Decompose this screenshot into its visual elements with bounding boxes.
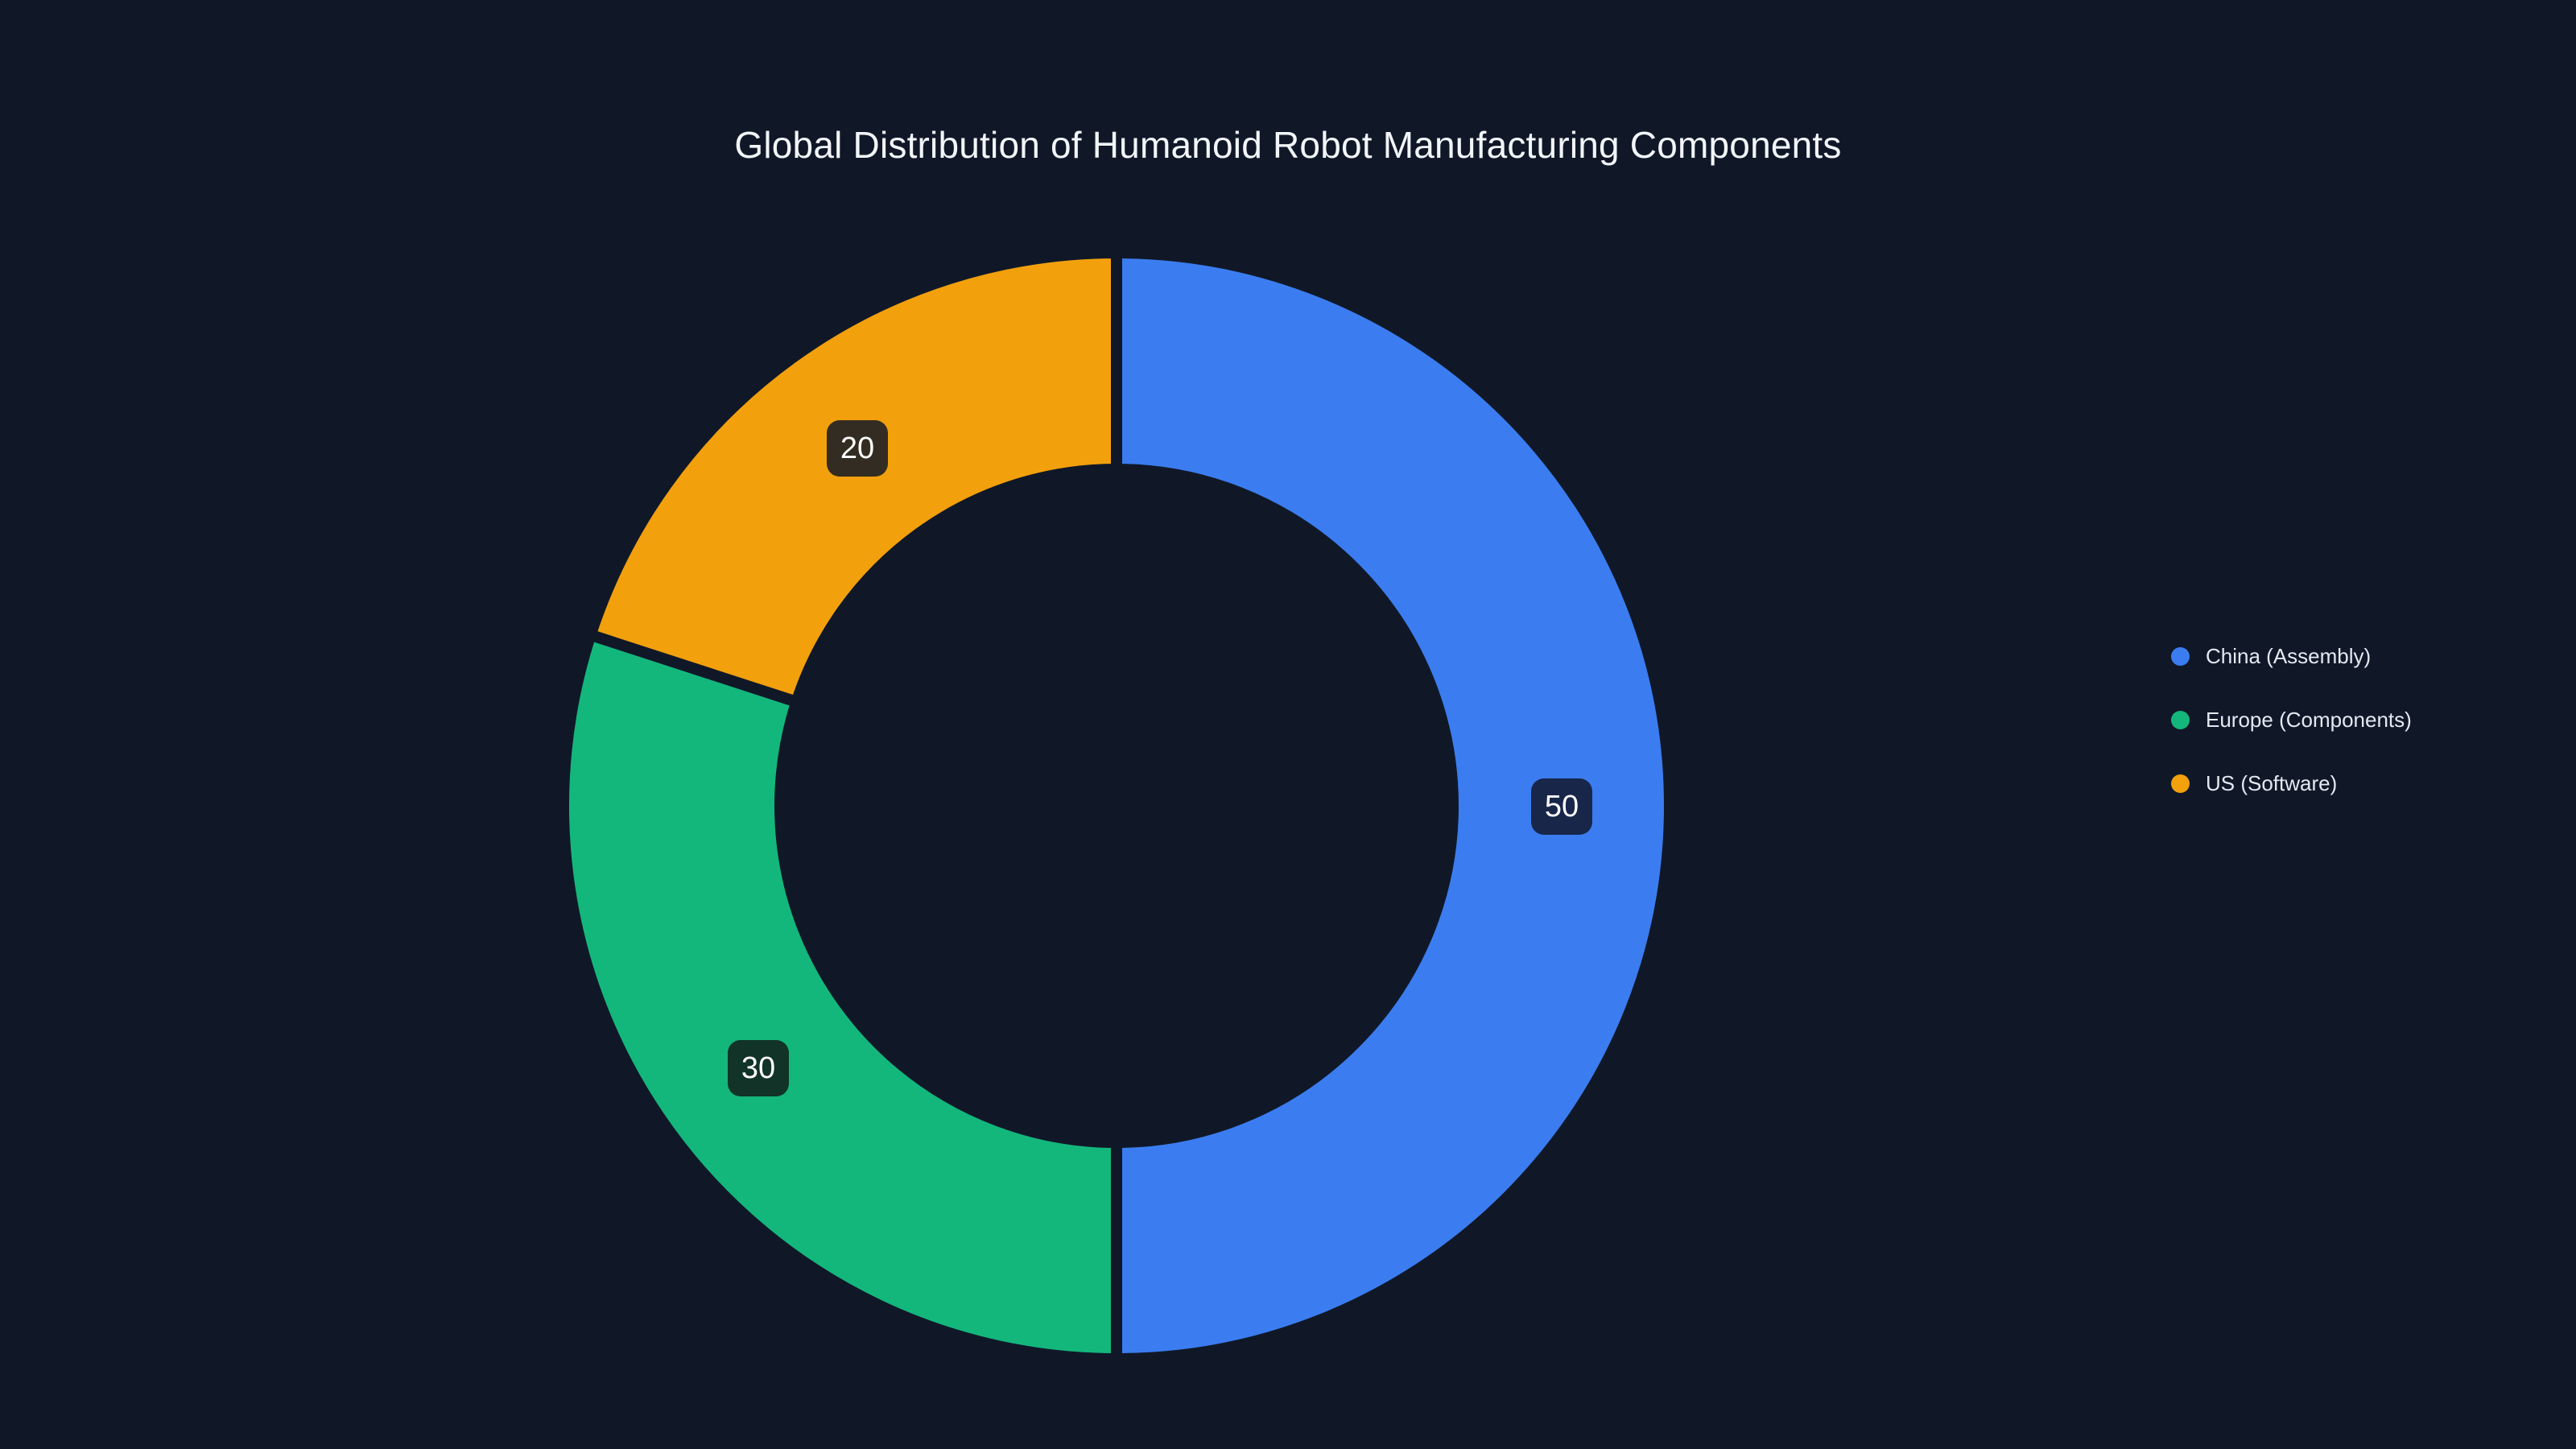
donut-slice[interactable] bbox=[1111, 247, 1675, 1364]
legend-swatch-icon-europe-components bbox=[2171, 710, 2190, 729]
legend-item-europe-components[interactable]: Europe (Components) bbox=[2171, 708, 2412, 732]
legend-item-us-software[interactable]: US (Software) bbox=[2171, 771, 2412, 795]
legend-label-china-assembly: China (Assembly) bbox=[2206, 644, 2372, 668]
chart-legend: China (Assembly) Europe (Components) US … bbox=[2171, 644, 2412, 795]
data-label-slice-2: 20 bbox=[827, 420, 888, 477]
donut-slice[interactable] bbox=[584, 247, 1122, 708]
legend-swatch-icon-us-software bbox=[2171, 774, 2190, 793]
donut-slice-group bbox=[558, 247, 1675, 1364]
legend-label-europe-components: Europe (Components) bbox=[2206, 708, 2412, 732]
legend-item-china-assembly[interactable]: China (Assembly) bbox=[2171, 644, 2412, 668]
donut-slice[interactable] bbox=[558, 629, 1122, 1364]
legend-label-us-software: US (Software) bbox=[2206, 771, 2338, 795]
data-label-slice-1: 30 bbox=[728, 1040, 789, 1096]
donut-chart bbox=[558, 247, 1675, 1364]
legend-swatch-icon-china-assembly bbox=[2171, 646, 2190, 666]
page-title: Global Distribution of Humanoid Robot Ma… bbox=[734, 124, 1842, 166]
chart-plot-area: 50 30 20 bbox=[558, 247, 1675, 1364]
data-label-slice-0: 50 bbox=[1531, 778, 1592, 835]
